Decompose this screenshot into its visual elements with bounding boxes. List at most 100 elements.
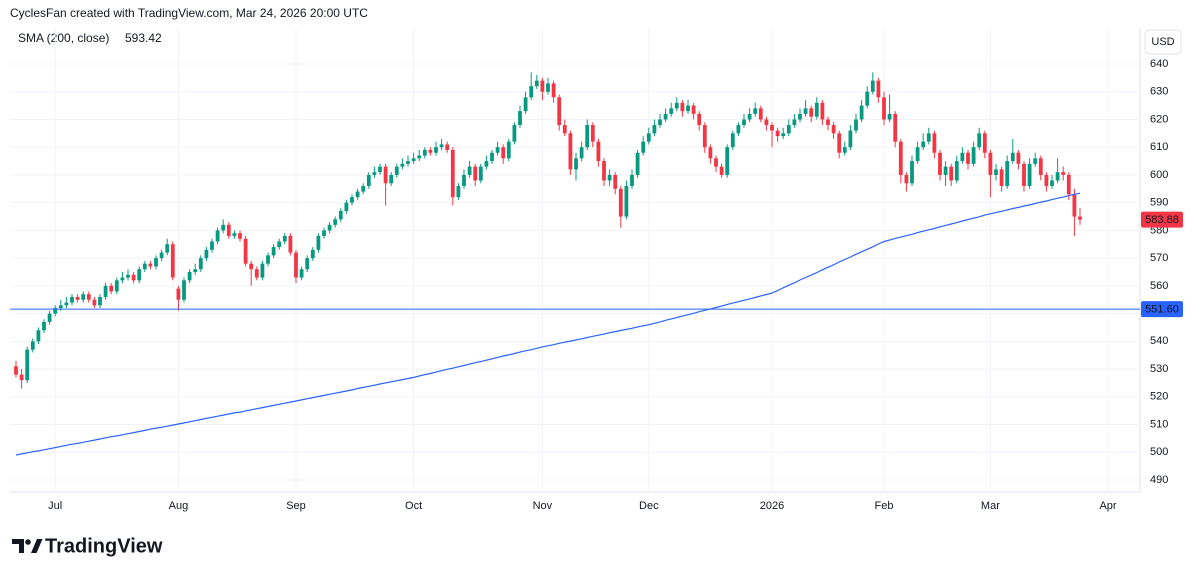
candle-body xyxy=(226,224,231,236)
candle-body xyxy=(669,108,674,114)
candle-body xyxy=(708,147,713,159)
candle-body xyxy=(142,263,147,270)
x-tick-label: Jul xyxy=(48,500,62,512)
candle-body xyxy=(210,241,214,250)
candle-body xyxy=(747,113,752,120)
candle-body xyxy=(92,299,97,306)
candle-body xyxy=(792,119,797,126)
candle-body xyxy=(663,113,668,120)
candle-body xyxy=(1044,174,1049,187)
hline-label-box xyxy=(1141,301,1183,318)
candle-body xyxy=(366,174,371,187)
candle-body xyxy=(1022,163,1026,187)
candle-body xyxy=(932,133,937,153)
candle-body xyxy=(1033,158,1038,164)
y-tick-label: 500 xyxy=(1150,446,1168,458)
candle-body xyxy=(988,152,993,175)
y-tick-label: 630 xyxy=(1150,86,1168,98)
candle-body xyxy=(1010,152,1015,162)
x-tick-label: Mar xyxy=(981,500,1000,512)
candle-body xyxy=(994,169,998,175)
candle-body xyxy=(529,86,534,98)
candle-body xyxy=(658,119,662,126)
y-tick-label: 590 xyxy=(1150,197,1168,209)
candle-body xyxy=(574,158,578,170)
candle-body xyxy=(686,105,690,112)
candle-body xyxy=(641,141,646,153)
y-tick-label: 620 xyxy=(1150,113,1168,125)
candle-body xyxy=(775,130,780,137)
currency-box[interactable] xyxy=(1144,29,1182,55)
candle-body xyxy=(411,158,416,162)
candle-body xyxy=(98,296,102,306)
candle-body xyxy=(568,133,573,170)
candle-body xyxy=(786,125,791,134)
candle-body xyxy=(344,202,349,211)
candle-body xyxy=(383,166,388,184)
candle-body xyxy=(859,105,864,120)
candle-body xyxy=(691,105,696,114)
candle-body xyxy=(803,108,808,114)
candle-body xyxy=(86,294,91,300)
candle-body xyxy=(971,147,976,164)
candle-body xyxy=(109,285,114,292)
candle-body xyxy=(131,274,136,281)
y-tick-label: 560 xyxy=(1150,280,1168,292)
candle-body xyxy=(512,125,517,142)
candle-body xyxy=(680,102,685,112)
candle-body xyxy=(355,191,360,198)
candle-body xyxy=(646,133,651,142)
candle-body xyxy=(36,330,41,342)
candle-body xyxy=(943,166,948,175)
candle-body xyxy=(277,241,282,248)
candle-body xyxy=(607,174,612,181)
candle-body xyxy=(137,269,142,281)
candle-body xyxy=(495,147,500,153)
grid xyxy=(10,28,1140,492)
candle-body xyxy=(764,119,769,126)
candle-body xyxy=(501,147,506,159)
candle-body xyxy=(53,308,58,314)
candle-body xyxy=(585,125,590,148)
candle-body xyxy=(260,263,265,278)
candle-body xyxy=(47,313,52,322)
candle-body xyxy=(579,147,584,159)
candle-body xyxy=(428,149,433,153)
candle-body xyxy=(350,197,354,203)
candle-body xyxy=(557,97,562,126)
y-tick-label: 640 xyxy=(1150,58,1168,70)
candle-body xyxy=(434,147,438,153)
candle-body xyxy=(159,252,164,259)
candle-body xyxy=(910,161,914,184)
candle-body xyxy=(126,274,130,278)
candle-body xyxy=(590,125,595,142)
candles xyxy=(14,72,1082,389)
sma-line xyxy=(15,192,1081,456)
candle-body xyxy=(294,252,298,278)
x-tick-label: Dec xyxy=(639,500,659,512)
brand: TradingView xyxy=(45,535,163,557)
candle-body xyxy=(170,244,175,278)
currency[interactable]: USD xyxy=(1151,36,1174,48)
candle-body xyxy=(596,141,601,162)
candle-body xyxy=(893,113,898,142)
candle-body xyxy=(490,152,494,162)
candle-body xyxy=(809,108,814,117)
candle-body xyxy=(674,102,679,109)
candle-body xyxy=(249,263,254,270)
candle-body xyxy=(478,166,483,181)
candle-body xyxy=(546,83,550,92)
candle-body xyxy=(898,141,903,175)
candle-body xyxy=(1016,152,1021,164)
candle-body xyxy=(322,230,326,236)
candle-body xyxy=(333,219,338,225)
candle-body xyxy=(19,374,24,381)
candle-body xyxy=(635,152,640,175)
candle-body xyxy=(282,235,287,242)
y-tick-label: 610 xyxy=(1150,141,1168,153)
candle-body xyxy=(753,108,758,114)
y-tick-label: 490 xyxy=(1150,474,1168,486)
candle-body xyxy=(1005,161,1010,187)
candle-body xyxy=(316,235,321,250)
candle-body xyxy=(904,174,909,184)
